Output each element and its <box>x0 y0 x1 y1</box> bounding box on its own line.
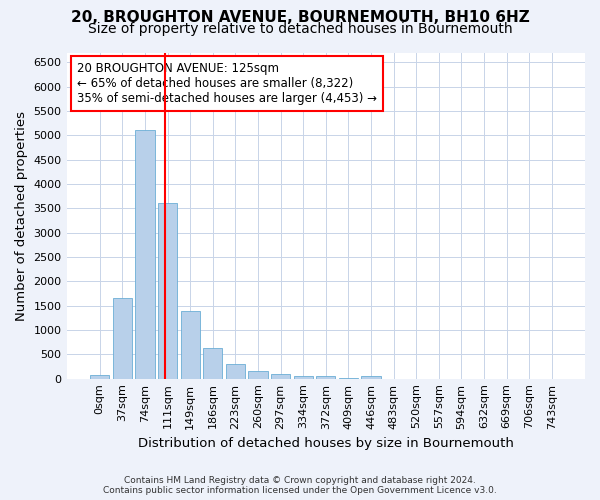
Bar <box>361 376 380 378</box>
Bar <box>316 376 335 378</box>
Bar <box>203 348 223 378</box>
Bar <box>158 204 177 378</box>
Text: 20, BROUGHTON AVENUE, BOURNEMOUTH, BH10 6HZ: 20, BROUGHTON AVENUE, BOURNEMOUTH, BH10 … <box>71 10 529 25</box>
Text: 20 BROUGHTON AVENUE: 125sqm
← 65% of detached houses are smaller (8,322)
35% of : 20 BROUGHTON AVENUE: 125sqm ← 65% of det… <box>77 62 377 106</box>
X-axis label: Distribution of detached houses by size in Bournemouth: Distribution of detached houses by size … <box>138 437 514 450</box>
Y-axis label: Number of detached properties: Number of detached properties <box>15 110 28 320</box>
Bar <box>226 364 245 378</box>
Text: Size of property relative to detached houses in Bournemouth: Size of property relative to detached ho… <box>88 22 512 36</box>
Bar <box>271 374 290 378</box>
Bar <box>293 376 313 378</box>
Bar <box>181 310 200 378</box>
Bar <box>90 375 109 378</box>
Bar <box>136 130 155 378</box>
Text: Contains HM Land Registry data © Crown copyright and database right 2024.
Contai: Contains HM Land Registry data © Crown c… <box>103 476 497 495</box>
Bar <box>248 371 268 378</box>
Bar <box>113 298 132 378</box>
